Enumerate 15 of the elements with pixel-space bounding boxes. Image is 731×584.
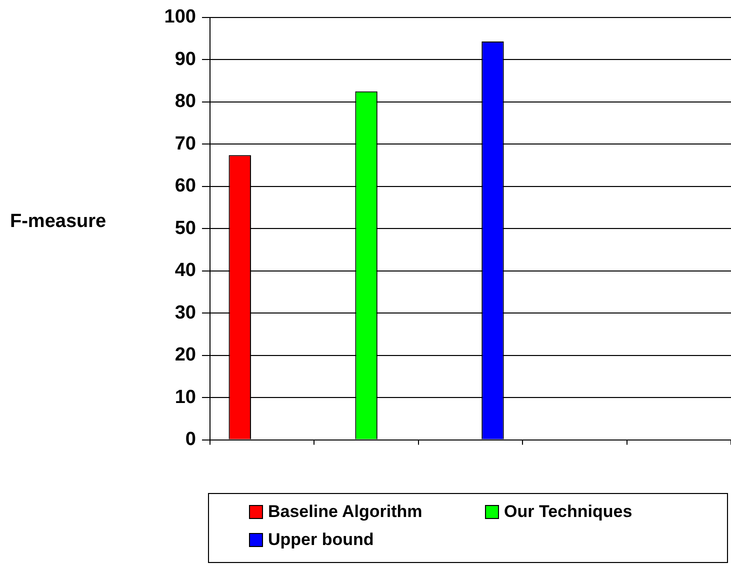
y-tick-label: 40: [174, 260, 196, 282]
y-tick-label: 0: [185, 429, 196, 450]
y-tick-label: 100: [164, 6, 196, 28]
y-tick-label: 30: [174, 302, 196, 324]
y-axis-title: F-measure: [10, 210, 106, 232]
y-tick-label: 80: [174, 91, 196, 112]
y-tick-label: 60: [174, 176, 196, 197]
legend-label: Our Techniques: [504, 502, 632, 522]
y-tick-label: 10: [174, 386, 196, 408]
y-tick-label: 50: [174, 218, 196, 239]
y-tick-label: 70: [174, 133, 196, 154]
y-tick-label: 90: [174, 48, 196, 70]
legend-label: Baseline Algorithm: [268, 502, 422, 522]
y-tick-label: 20: [174, 344, 196, 366]
legend-label: Upper bound: [268, 530, 374, 550]
